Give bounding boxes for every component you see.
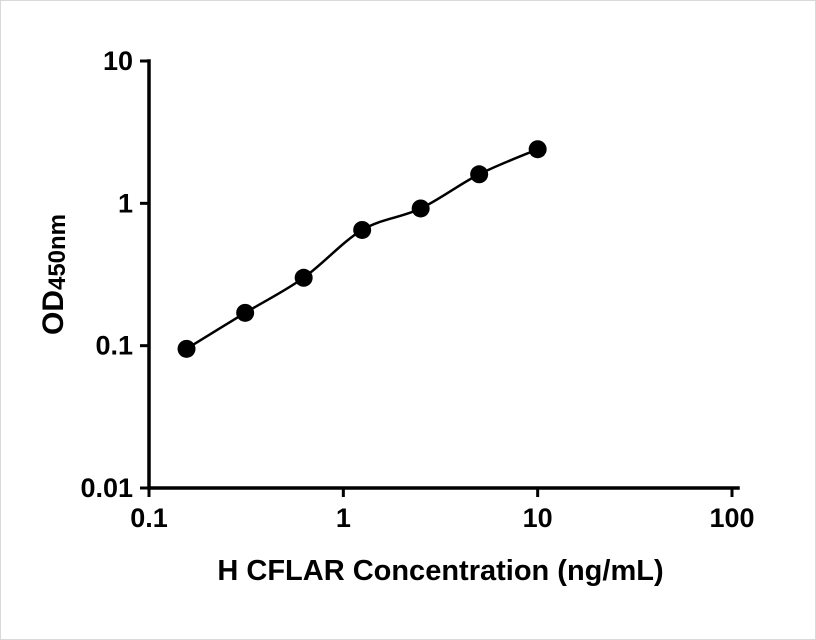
data-point xyxy=(470,165,489,184)
data-point xyxy=(528,140,547,159)
data-point xyxy=(177,339,196,358)
data-point xyxy=(294,268,313,287)
data-point xyxy=(411,199,430,218)
data-point xyxy=(353,220,372,239)
x-axis-title: H CFLAR Concentration (ng/mL) xyxy=(217,555,663,587)
x-tick-label: 1 xyxy=(336,503,351,533)
y-tick-label: 0.01 xyxy=(80,473,133,503)
y-axis-title: OD450nm xyxy=(37,214,71,335)
x-tick-label: 0.1 xyxy=(130,503,168,533)
axes-spines xyxy=(147,59,740,490)
x-tick-label: 10 xyxy=(523,503,553,533)
data-point xyxy=(236,303,255,322)
y-tick-label: 10 xyxy=(103,46,133,76)
y-tick-label: 1 xyxy=(118,188,133,218)
x-tick-label: 100 xyxy=(709,503,754,533)
y-tick-label: 0.1 xyxy=(95,331,133,361)
